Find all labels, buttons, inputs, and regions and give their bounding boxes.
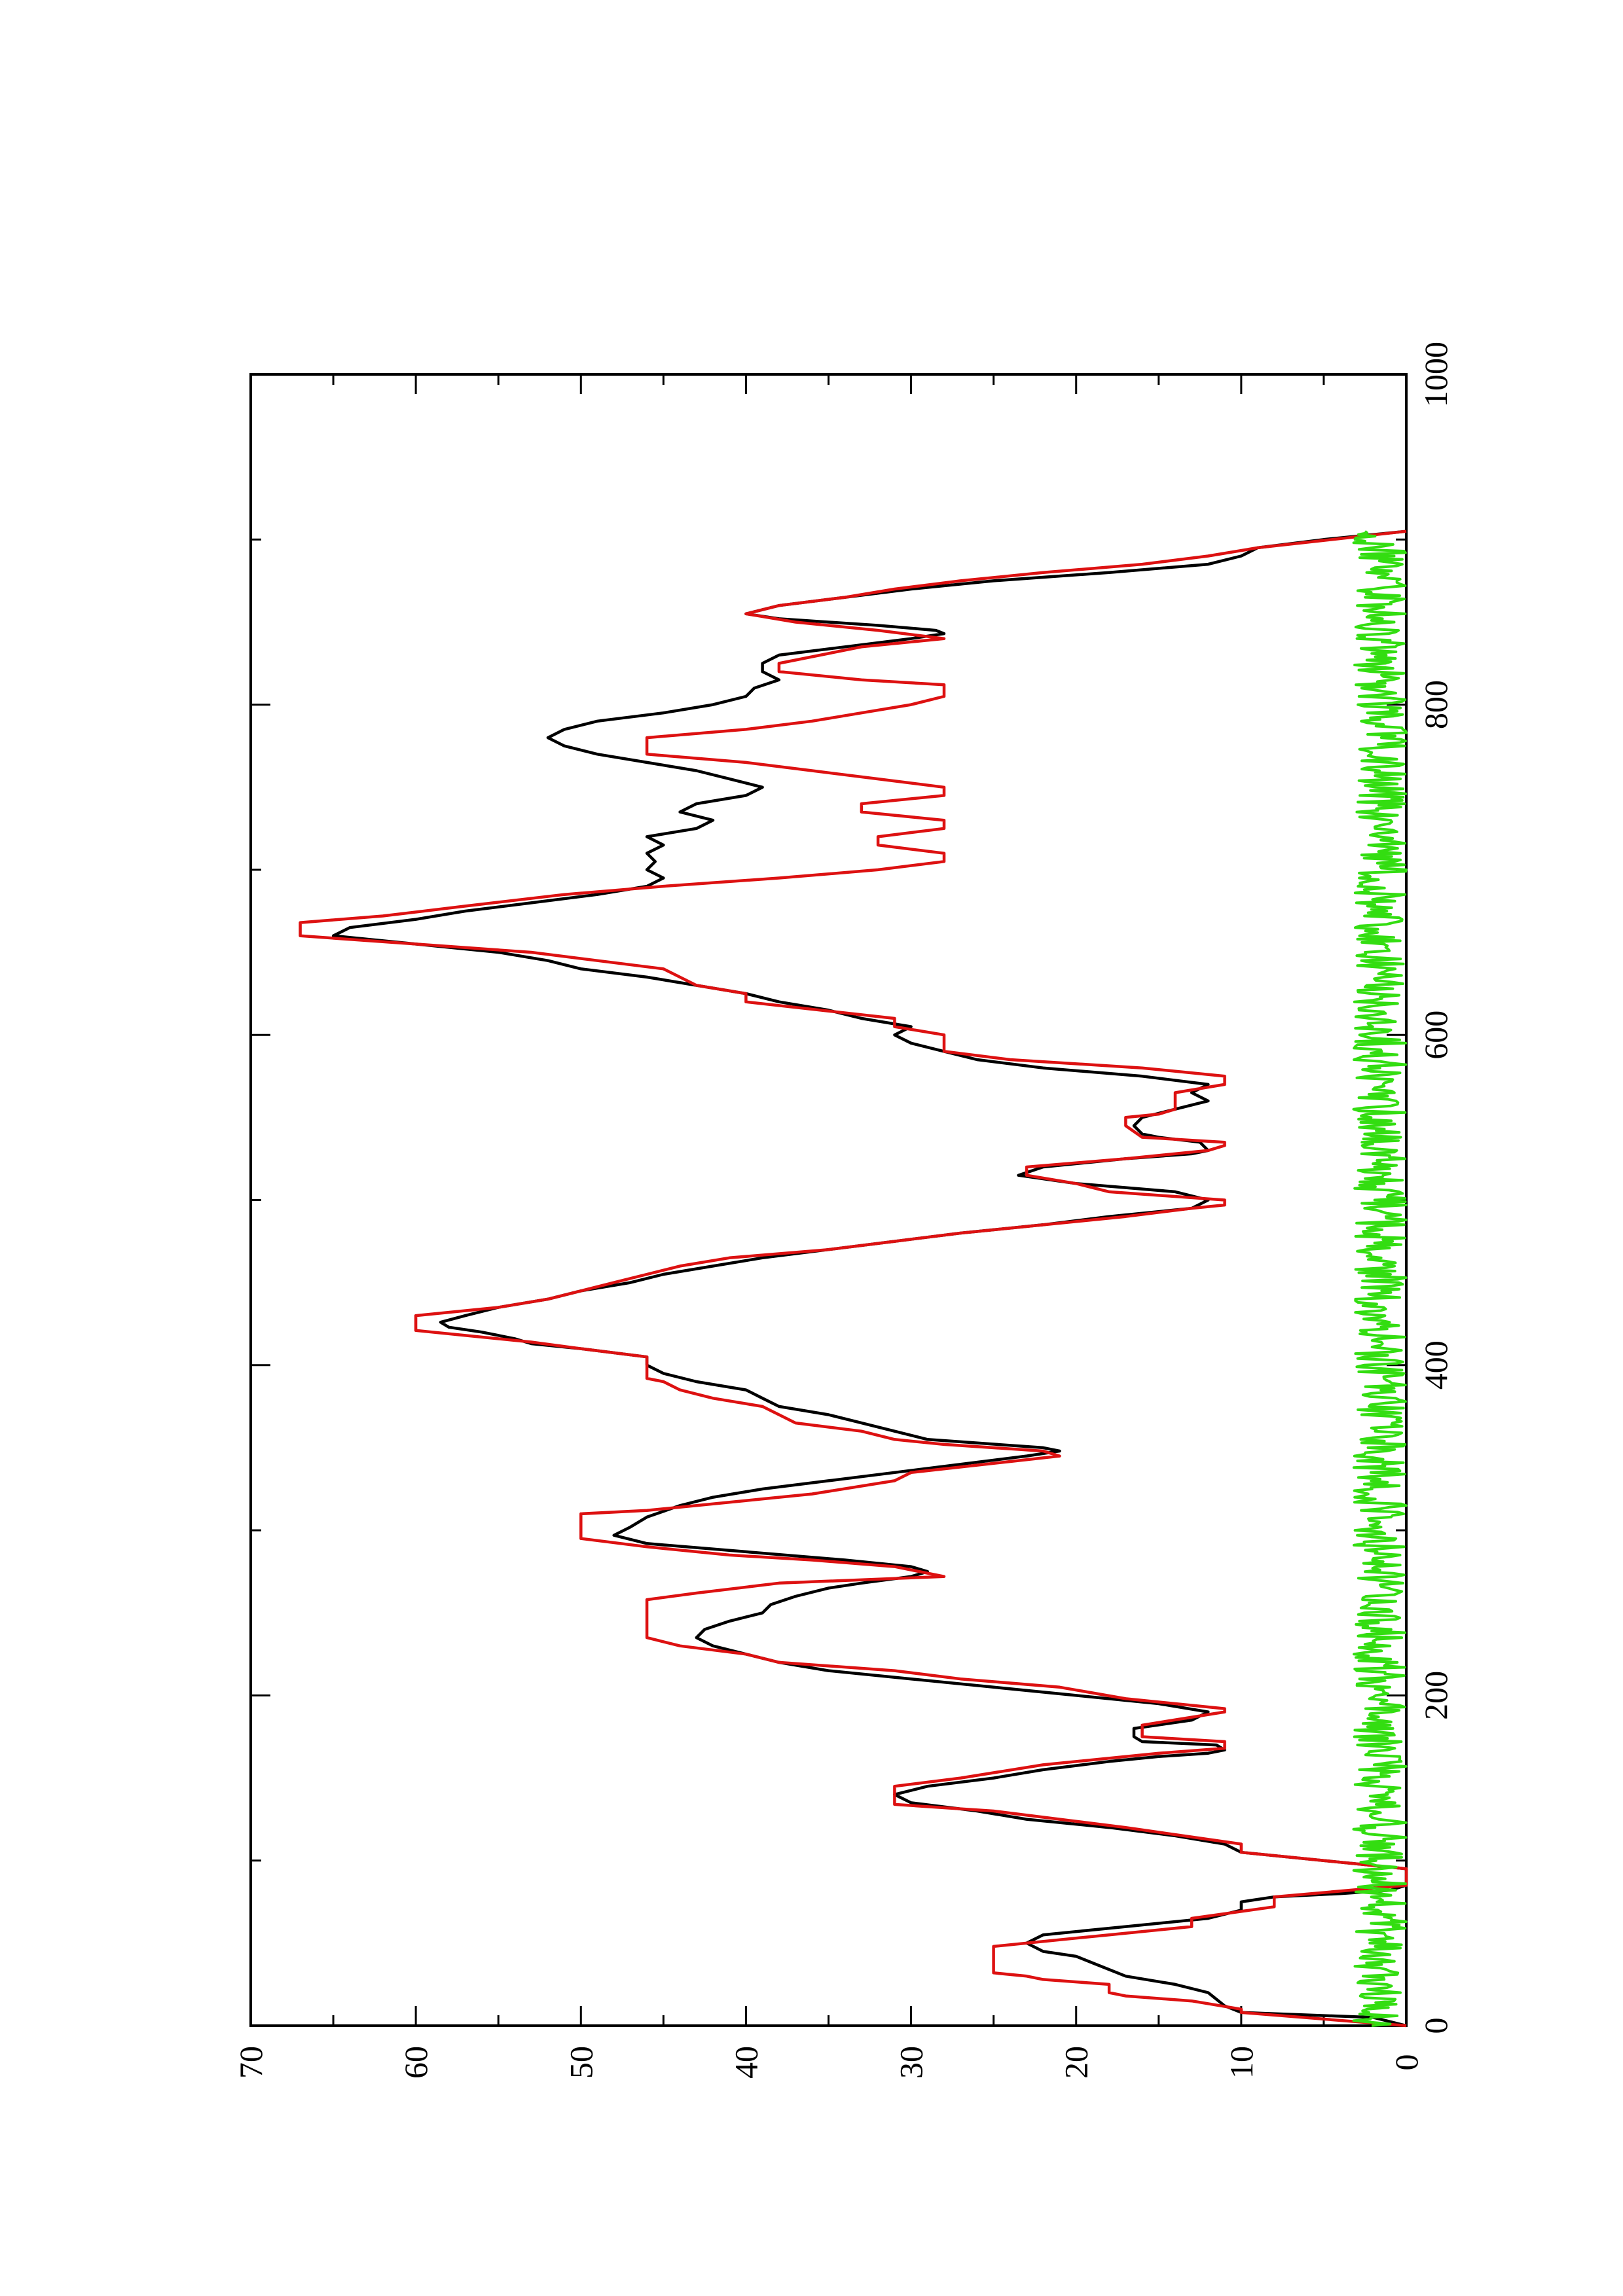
- x-tick-label: 200: [1417, 1671, 1454, 1720]
- y-tick-label: 0: [1388, 2054, 1425, 2071]
- x-tick-label: 400: [1417, 1340, 1454, 1390]
- plot-area: 0 200 400 600 800 1000 0 10 20 30 40 50 60 70: [232, 342, 1454, 2079]
- series-line-2: [299, 529, 1408, 2028]
- y-tick-label: 10: [1223, 2046, 1260, 2079]
- y-tick-label: 30: [893, 2046, 930, 2079]
- x-tick-label: 1000: [1417, 342, 1454, 407]
- y-tick-label: 50: [562, 2046, 599, 2079]
- series-line-1: [331, 529, 1408, 2028]
- x-tick-label: 0: [1417, 2018, 1454, 2034]
- x-tick-label: 600: [1417, 1011, 1454, 1060]
- y-tick-label: 60: [397, 2046, 434, 2079]
- y-tick-label: 20: [1058, 2046, 1095, 2079]
- x-tick-label: 800: [1417, 680, 1454, 729]
- series-line-3: [1352, 530, 1408, 2027]
- y-tick-label: 70: [232, 2046, 269, 2079]
- y-tick-label: 40: [727, 2046, 764, 2079]
